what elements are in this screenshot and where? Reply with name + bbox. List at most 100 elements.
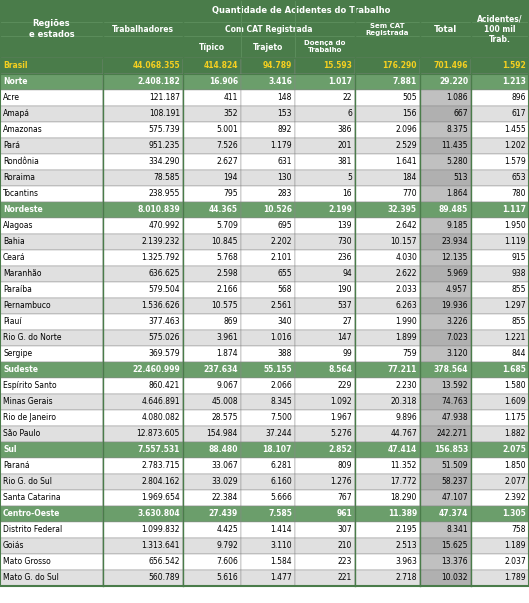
Text: 780: 780 [512, 189, 526, 198]
Bar [0, 266, 103, 282]
Bar [0, 22, 103, 36]
Text: 1.882: 1.882 [505, 429, 526, 438]
Bar [355, 538, 420, 554]
Text: Doença do
Trabalho: Doença do Trabalho [304, 40, 345, 54]
Text: 2.230: 2.230 [395, 382, 417, 391]
Text: 6.160: 6.160 [270, 478, 292, 487]
Bar [241, 266, 295, 282]
Text: Pernambuco: Pernambuco [3, 302, 51, 311]
Text: 575.026: 575.026 [149, 333, 180, 343]
Bar [241, 154, 295, 170]
Bar [295, 0, 355, 22]
Bar [471, 90, 529, 106]
Bar [103, 250, 183, 266]
Text: Sul: Sul [3, 446, 16, 455]
Text: 77.211: 77.211 [388, 365, 417, 374]
Bar [241, 506, 295, 522]
Bar [103, 186, 183, 202]
Text: 1.175: 1.175 [504, 414, 526, 423]
Text: 236: 236 [338, 253, 352, 262]
Text: 44.767: 44.767 [390, 429, 417, 438]
Text: São Paulo: São Paulo [3, 429, 40, 438]
Text: 695: 695 [277, 221, 292, 230]
Bar [103, 442, 183, 458]
Bar [183, 490, 241, 506]
Bar [103, 378, 183, 394]
Text: 844: 844 [512, 350, 526, 359]
Bar [471, 330, 529, 346]
Text: 655: 655 [277, 270, 292, 279]
Bar [420, 218, 471, 234]
Bar [183, 122, 241, 138]
Bar [241, 58, 295, 74]
Text: Rio G. do Sul: Rio G. do Sul [3, 478, 52, 487]
Bar [0, 234, 103, 250]
Bar [295, 36, 355, 58]
Text: Com CAT Registrada: Com CAT Registrada [225, 25, 313, 34]
Bar [295, 90, 355, 106]
Bar [355, 186, 420, 202]
Bar [103, 36, 183, 58]
Bar [355, 458, 420, 474]
Bar [471, 106, 529, 122]
Bar [0, 554, 103, 570]
Text: 381: 381 [338, 157, 352, 166]
Bar [355, 298, 420, 314]
Bar [471, 36, 529, 58]
Text: Santa Catarina: Santa Catarina [3, 493, 61, 502]
Text: 1.685: 1.685 [502, 365, 526, 374]
Text: 1.967: 1.967 [330, 414, 352, 423]
Bar [183, 298, 241, 314]
Bar [471, 346, 529, 362]
Text: 411: 411 [224, 93, 238, 103]
Text: Sudeste: Sudeste [3, 365, 38, 374]
Text: 22.384: 22.384 [212, 493, 238, 502]
Bar [241, 36, 295, 58]
Text: 156.853: 156.853 [434, 446, 468, 455]
Text: 1.990: 1.990 [395, 318, 417, 326]
Bar [420, 522, 471, 538]
Text: 4.646.891: 4.646.891 [141, 397, 180, 406]
Text: 16.906: 16.906 [209, 78, 238, 86]
Text: Típico: Típico [199, 42, 225, 51]
Bar [295, 298, 355, 314]
Bar [0, 90, 103, 106]
Bar [471, 314, 529, 330]
Text: Sergipe: Sergipe [3, 350, 32, 359]
Text: 11.389: 11.389 [388, 510, 417, 519]
Text: 2.627: 2.627 [216, 157, 238, 166]
Text: 1.864: 1.864 [446, 189, 468, 198]
Bar [471, 186, 529, 202]
Text: 5.276: 5.276 [330, 429, 352, 438]
Bar [103, 522, 183, 538]
Text: 18.290: 18.290 [390, 493, 417, 502]
Bar [0, 218, 103, 234]
Bar [355, 234, 420, 250]
Bar [183, 202, 241, 218]
Text: 568: 568 [278, 285, 292, 294]
Text: 537: 537 [338, 302, 352, 311]
Text: 2.037: 2.037 [504, 558, 526, 566]
Text: 1.455: 1.455 [504, 125, 526, 134]
Text: 10.032: 10.032 [442, 573, 468, 582]
Text: 369.579: 369.579 [148, 350, 180, 359]
Bar [183, 346, 241, 362]
Text: Roraima: Roraima [3, 174, 35, 183]
Text: 2.804.162: 2.804.162 [142, 478, 180, 487]
Text: 1.641: 1.641 [395, 157, 417, 166]
Bar [471, 506, 529, 522]
Text: 1.899: 1.899 [395, 333, 417, 343]
Text: 8.564: 8.564 [328, 365, 352, 374]
Text: 388: 388 [278, 350, 292, 359]
Text: 10.526: 10.526 [263, 206, 292, 215]
Text: 190: 190 [338, 285, 352, 294]
Text: 37.244: 37.244 [266, 429, 292, 438]
Bar [295, 442, 355, 458]
Text: 3.961: 3.961 [216, 333, 238, 343]
Bar [420, 282, 471, 298]
Text: Rondônia: Rondônia [3, 157, 39, 166]
Bar [471, 282, 529, 298]
Text: 470.992: 470.992 [149, 221, 180, 230]
Bar [295, 426, 355, 442]
Bar [241, 330, 295, 346]
